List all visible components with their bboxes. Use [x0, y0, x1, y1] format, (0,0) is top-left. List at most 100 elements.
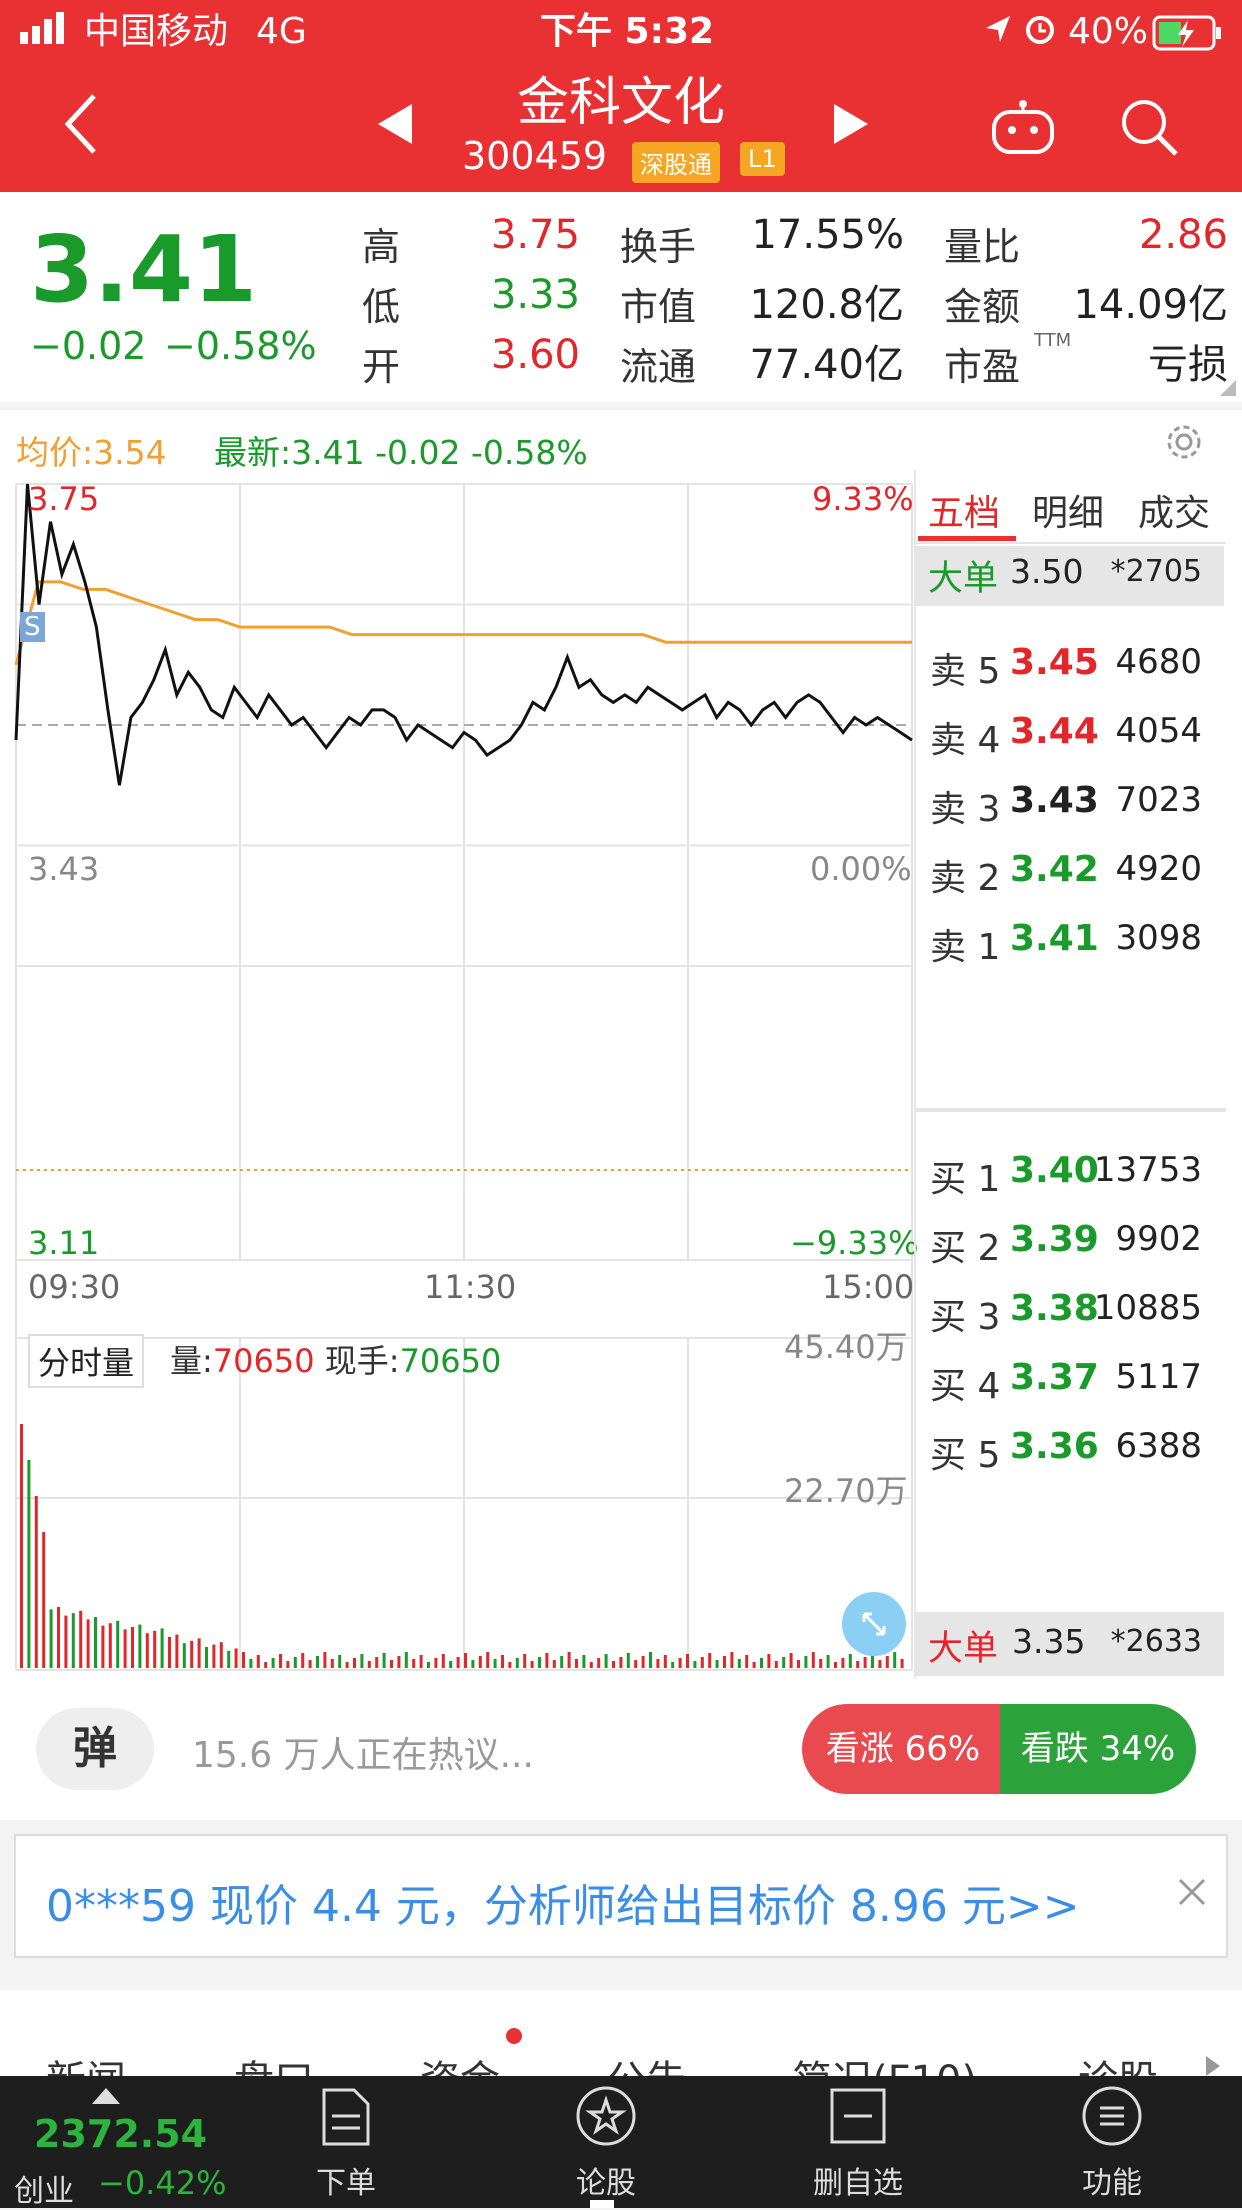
- tab-announcements[interactable]: 公告: [606, 2048, 686, 2076]
- analyst-banner[interactable]: 0***59 现价 4.4 元，分析师给出目标价 8.96 元>>: [14, 1834, 1228, 1958]
- volume-bar: [86, 1619, 90, 1668]
- volume-bar: [730, 1652, 734, 1668]
- big-order-top-price: 3.50: [1010, 552, 1084, 591]
- volume-bar: [219, 1642, 223, 1668]
- close-icon[interactable]: [1172, 1872, 1212, 1916]
- level-badge: L1: [740, 142, 785, 176]
- volume-bar: [404, 1652, 408, 1668]
- fullscreen-expand-icon[interactable]: [842, 1592, 906, 1656]
- volume-bar: [101, 1625, 105, 1668]
- volume-bar: [841, 1658, 845, 1668]
- nav-place-order[interactable]: 下单: [266, 2076, 426, 2208]
- volume-bar: [834, 1662, 837, 1668]
- tab-market[interactable]: 盘口: [234, 2048, 314, 2076]
- tab-diagnosis[interactable]: 诊股: [1078, 2048, 1158, 2076]
- volume-bar: [538, 1657, 541, 1668]
- bid-level-label: 买 1: [930, 1159, 1001, 1200]
- bid-level-price[interactable]: 3.36: [1010, 1426, 1099, 1467]
- volume-bar: [412, 1659, 416, 1668]
- tab-five-levels[interactable]: 五档: [928, 493, 1001, 534]
- tab-details[interactable]: 明细: [1032, 493, 1105, 534]
- header-bar: 中国移动 4G 下午 5:32 40% 金科文化 300459 深股通 L1: [0, 0, 1242, 192]
- volume-bar: [108, 1623, 112, 1668]
- intraday-chart[interactable]: [0, 470, 920, 1680]
- nav-functions[interactable]: 功能: [1032, 2076, 1192, 2208]
- nav-remove-watchlist[interactable]: 删自选: [778, 2076, 938, 2208]
- big-order-bottom-row: [916, 1612, 1224, 1676]
- volume-bar: [49, 1609, 53, 1668]
- volume-bar: [197, 1638, 201, 1668]
- x-axis-open-label: 09:30: [28, 1268, 121, 1306]
- settings-gear-icon[interactable]: [1164, 422, 1204, 466]
- volume-bar: [678, 1658, 682, 1668]
- pct-mid-label: 0.00%: [810, 850, 912, 888]
- bullish-vote-button[interactable]: 看涨 66%: [802, 1704, 1004, 1794]
- volume-bar: [345, 1662, 349, 1668]
- bid-level-price[interactable]: 3.38: [1010, 1288, 1099, 1329]
- volume-bar: [42, 1532, 46, 1668]
- ask-level-price[interactable]: 3.42: [1010, 849, 1099, 890]
- volume-bar: [419, 1655, 423, 1668]
- open-value: 3.60: [490, 332, 580, 378]
- volume-bar: [145, 1633, 149, 1668]
- danmu-toggle-button[interactable]: 弹: [36, 1708, 154, 1790]
- s-marker-badge: S: [20, 612, 45, 642]
- volume-mode-button[interactable]: 分时量: [28, 1334, 145, 1388]
- volume-bar: [552, 1660, 556, 1668]
- tab-news[interactable]: 新闻: [46, 2048, 126, 2076]
- bid-level-price[interactable]: 3.40: [1010, 1150, 1099, 1191]
- bearish-vote-button[interactable]: 看跌 34%: [1000, 1704, 1196, 1794]
- volume-bar: [715, 1660, 719, 1668]
- bid-level-price[interactable]: 3.39: [1010, 1219, 1099, 1260]
- volume-bar: [279, 1654, 282, 1668]
- hand-value: 70650: [399, 1342, 502, 1380]
- discussion-bar: 弹 15.6 万人正在热议... 看涨 66% 看跌 34%: [0, 1678, 1242, 1820]
- volume-bar: [323, 1652, 327, 1668]
- ask-level-price[interactable]: 3.45: [1010, 642, 1099, 683]
- back-icon[interactable]: [60, 92, 100, 160]
- info-tabs: 新闻 盘口 资金 公告 简况(F10) 诊股: [0, 1990, 1242, 2076]
- analyst-banner-text[interactable]: 0***59 现价 4.4 元，分析师给出目标价 8.96 元>>: [46, 1881, 1080, 1932]
- discussion-prompt[interactable]: 15.6 万人正在热议...: [192, 1735, 534, 1776]
- ask-level-price[interactable]: 3.41: [1010, 918, 1099, 959]
- index-name: 创业: [14, 2174, 74, 2209]
- bid-level-volume: 10885: [1093, 1288, 1202, 1328]
- turnover-value: 17.55%: [751, 212, 904, 258]
- tab-trades[interactable]: 成交: [1138, 493, 1211, 534]
- nav-place-order-label: 下单: [316, 2166, 376, 2201]
- tab-funds[interactable]: 资金: [420, 2048, 500, 2076]
- amount-value: 14.09亿: [1073, 282, 1228, 328]
- volume-bar: [271, 1658, 275, 1668]
- next-stock-icon[interactable]: [832, 104, 868, 148]
- index-value[interactable]: 2372.54: [34, 2112, 208, 2156]
- volume-bar: [848, 1654, 852, 1668]
- carrier-name: 中国移动: [84, 11, 229, 52]
- volume-bar: [123, 1629, 127, 1668]
- current-price: 3.41: [30, 216, 257, 323]
- ask-level-price[interactable]: 3.43: [1010, 780, 1099, 821]
- more-tabs-arrow-icon[interactable]: [1202, 2054, 1222, 2076]
- robot-assistant-icon[interactable]: [990, 98, 1056, 160]
- search-icon[interactable]: [1118, 96, 1180, 162]
- tab-f10[interactable]: 简况(F10): [792, 2048, 977, 2076]
- nav-functions-label: 功能: [1082, 2166, 1142, 2201]
- bid-level-price[interactable]: 3.37: [1010, 1357, 1099, 1398]
- volume-bar: [160, 1628, 164, 1668]
- ask-level-volume: 3098: [1115, 918, 1202, 958]
- ask-level-price[interactable]: 3.44: [1010, 711, 1099, 752]
- nav-discuss[interactable]: 论股: [526, 2076, 686, 2208]
- volume-bar: [626, 1653, 630, 1668]
- x-axis-close-label: 15:00: [822, 1268, 915, 1306]
- volume-bar: [249, 1659, 253, 1668]
- volume-bar: [64, 1615, 68, 1668]
- nav-discuss-label: 论股: [576, 2166, 636, 2201]
- prev-stock-icon[interactable]: [378, 104, 414, 148]
- expand-corner-icon[interactable]: [1220, 380, 1236, 400]
- avg-price-line: [14, 580, 912, 666]
- volume-value: 70650: [212, 1342, 315, 1380]
- network-type: 4G: [256, 11, 307, 52]
- volume-bar: [663, 1655, 667, 1668]
- document-icon: [322, 2088, 370, 2146]
- market-cap-value: 120.8亿: [749, 282, 904, 328]
- ask-level-volume: 4054: [1115, 711, 1202, 751]
